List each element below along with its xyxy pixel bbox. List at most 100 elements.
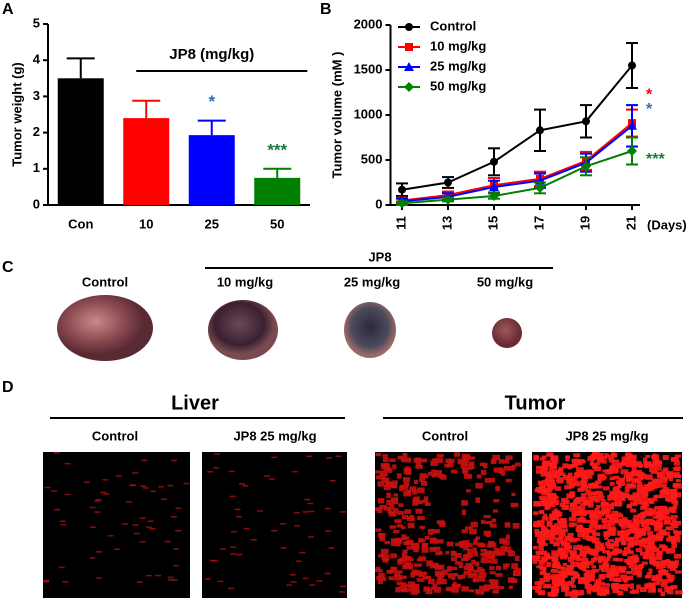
stain [94, 500, 101, 502]
stain [450, 557, 457, 562]
legend-label: 10 mg/kg [430, 38, 486, 53]
stain [538, 510, 545, 514]
stain [573, 545, 578, 551]
stain [581, 481, 588, 488]
stain [606, 513, 612, 518]
stain [607, 552, 612, 559]
stain [390, 566, 398, 571]
stain [132, 524, 139, 526]
group-title: Liver [171, 392, 219, 414]
stain [418, 571, 426, 578]
stain [631, 467, 637, 472]
stain [645, 485, 651, 491]
stain [552, 555, 559, 562]
stain [548, 533, 555, 538]
stain [302, 577, 309, 580]
stain [643, 526, 651, 532]
stain [590, 460, 595, 467]
legend-label: 25 mg/kg [430, 58, 486, 73]
stain [409, 514, 414, 520]
stain [644, 553, 651, 560]
stain [663, 509, 670, 515]
stain [598, 452, 604, 457]
stain [44, 486, 51, 489]
stain [604, 453, 609, 458]
stain [136, 581, 143, 583]
stain [630, 501, 637, 506]
stain [462, 468, 469, 475]
stain [554, 486, 562, 491]
stain [653, 581, 661, 585]
stain [603, 523, 611, 530]
stain [403, 480, 410, 487]
stain [150, 490, 157, 493]
stain [479, 462, 486, 467]
stain [619, 536, 625, 543]
stain [629, 583, 634, 590]
stain [660, 492, 668, 498]
stain [43, 580, 50, 583]
stain [570, 584, 576, 588]
stain [155, 574, 162, 577]
stain [537, 520, 545, 527]
stain [415, 464, 423, 469]
stain [217, 580, 224, 583]
stain [307, 536, 314, 538]
stain [623, 586, 629, 592]
stain [644, 575, 652, 579]
stain [633, 496, 641, 501]
stain [505, 534, 510, 540]
stain [495, 565, 502, 571]
stain [489, 571, 496, 575]
stain [608, 459, 614, 463]
group-title: Tumor [505, 392, 566, 414]
stain [546, 493, 553, 498]
stain [416, 500, 423, 505]
stain [645, 474, 653, 480]
stain [491, 585, 499, 589]
stain [401, 552, 407, 557]
stain [626, 523, 634, 529]
stain [483, 462, 488, 469]
stain [401, 514, 409, 519]
group-label: JP8 (mg/kg) [169, 46, 254, 63]
stain [603, 486, 610, 491]
stain [626, 477, 631, 483]
stain [577, 563, 585, 569]
stain [299, 551, 306, 554]
stain [389, 525, 397, 529]
stain [420, 481, 428, 486]
stain [64, 493, 71, 496]
stain [586, 590, 592, 595]
stain [626, 538, 635, 542]
stain [173, 565, 180, 567]
stain [550, 534, 556, 540]
stain [167, 579, 174, 581]
panel-label: B [320, 1, 332, 18]
stain [574, 483, 581, 487]
stain [636, 584, 641, 590]
stain [554, 541, 560, 547]
stain [621, 532, 630, 537]
stain [640, 520, 649, 525]
stain [388, 468, 393, 473]
stain [552, 495, 559, 499]
stain [600, 566, 609, 573]
stain [43, 579, 50, 582]
stain [546, 562, 552, 567]
stain [648, 568, 653, 574]
y-tick-label: 1500 [354, 61, 383, 76]
stain [584, 573, 590, 580]
stain [492, 589, 499, 594]
stain [633, 462, 641, 468]
stain [560, 573, 565, 578]
stain [537, 539, 542, 545]
stain [445, 458, 452, 464]
stain [617, 567, 626, 572]
stain [567, 464, 572, 470]
significance: * [646, 101, 653, 118]
stain [95, 551, 102, 553]
stain [666, 537, 674, 542]
stain [280, 547, 287, 549]
stain [173, 548, 180, 550]
